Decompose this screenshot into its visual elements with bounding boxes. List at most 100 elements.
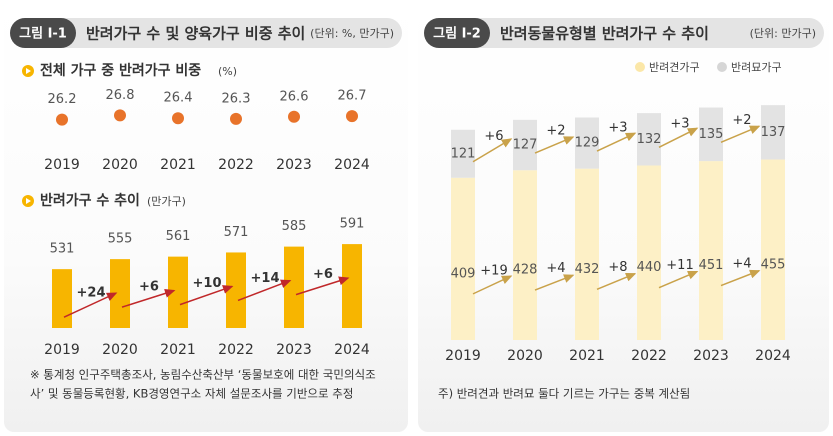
change-arrow xyxy=(295,276,350,296)
bar xyxy=(342,244,362,328)
bar-segment xyxy=(575,168,599,340)
footnote: ※ 통계청 인구주택총조사, 농림수산축산부 ‘동물보호에 대한 국민의식조 xyxy=(30,368,376,382)
dot xyxy=(172,112,184,125)
x-tick-label: 2021 xyxy=(569,348,605,364)
x-tick-label: 2024 xyxy=(334,157,370,173)
legend-swatch xyxy=(635,62,645,72)
x-tick-label: 2020 xyxy=(102,157,138,173)
value-label: 26.2 xyxy=(48,92,77,107)
value-label: 26.8 xyxy=(106,88,135,103)
change-label: +2 xyxy=(546,124,565,139)
header-bar xyxy=(424,18,824,48)
footnote: 주) 반려견과 반려묘 둘다 기르는 가구는 중복 계산됨 xyxy=(438,387,690,401)
dot xyxy=(288,110,300,123)
legend-swatch xyxy=(717,62,727,72)
bar-segment xyxy=(761,105,785,160)
chart-unit: (만가구) xyxy=(147,195,186,208)
bar-segment xyxy=(637,113,661,166)
change-arrow xyxy=(472,138,513,163)
bullet-arrow xyxy=(26,68,31,74)
change-arrow xyxy=(237,279,292,302)
change-arrow xyxy=(63,292,118,318)
value-label: 26.7 xyxy=(338,89,367,104)
badge-bg xyxy=(10,18,76,48)
x-tick-label: 2022 xyxy=(218,157,254,173)
bar xyxy=(110,259,130,328)
change-label: +6 xyxy=(484,129,503,144)
value-label: 135 xyxy=(699,127,724,142)
x-tick-label: 2023 xyxy=(693,348,729,364)
chart-unit: (%) xyxy=(218,65,237,78)
panel-unit: (단위: 만가구) xyxy=(750,27,816,40)
change-arrow xyxy=(534,136,575,154)
change-label: +14 xyxy=(251,271,280,286)
change-arrow xyxy=(179,285,234,306)
change-arrow xyxy=(720,125,761,144)
badge: 그림 Ⅰ-2 xyxy=(433,27,481,42)
change-arrow xyxy=(596,272,637,291)
value-label: 585 xyxy=(282,219,307,234)
bar-segment xyxy=(451,177,475,340)
value-label: 451 xyxy=(699,258,724,273)
x-tick-label: 2019 xyxy=(44,342,80,358)
bar xyxy=(168,256,188,328)
value-label: 26.6 xyxy=(280,89,309,104)
change-label: +4 xyxy=(732,257,751,272)
x-tick-label: 2020 xyxy=(102,342,138,358)
x-tick-label: 2022 xyxy=(218,342,254,358)
change-arrow xyxy=(658,127,699,148)
badge: 그림 Ⅰ-1 xyxy=(19,27,67,42)
value-label: 26.4 xyxy=(164,91,193,106)
change-label: +8 xyxy=(608,260,627,275)
change-arrow xyxy=(658,270,699,289)
bar-segment xyxy=(575,117,599,169)
value-label: 440 xyxy=(637,260,662,275)
panel-unit: (단위: %, 만가구) xyxy=(310,27,394,40)
change-label: +4 xyxy=(546,261,565,276)
change-label: +10 xyxy=(193,276,222,291)
value-label: 409 xyxy=(451,266,476,281)
panel-title: 반려가구 수 및 양육가구 비중 추이 xyxy=(86,25,305,43)
value-label: 531 xyxy=(50,242,75,257)
value-label: 591 xyxy=(340,217,365,232)
x-tick-label: 2019 xyxy=(445,348,481,364)
change-label: +3 xyxy=(670,116,689,131)
footnote: 사’ 및 동물등록현황, KB경영연구소 자체 설문조사를 기반으로 추정 xyxy=(30,387,353,401)
dot xyxy=(56,113,68,126)
legend-label: 반려묘가구 xyxy=(731,61,782,74)
change-arrow xyxy=(534,274,575,291)
bar xyxy=(284,246,304,328)
change-label: +6 xyxy=(139,279,159,294)
change-label: +6 xyxy=(313,267,333,282)
legend-label: 반려견가구 xyxy=(649,61,700,74)
x-tick-label: 2022 xyxy=(631,348,667,364)
value-label: 121 xyxy=(451,146,476,161)
x-tick-label: 2020 xyxy=(507,348,543,364)
bar xyxy=(226,252,246,328)
value-label: 137 xyxy=(761,125,786,140)
value-label: 455 xyxy=(761,257,786,272)
bar-segment xyxy=(699,161,723,340)
header-bar xyxy=(10,18,402,48)
bar-segment xyxy=(699,107,723,162)
x-tick-label: 2024 xyxy=(334,342,370,358)
value-label: 26.3 xyxy=(222,91,251,106)
badge-bg xyxy=(424,18,490,48)
x-tick-label: 2023 xyxy=(276,157,312,173)
panel-title: 반려동물유형별 반려가구 수 추이 xyxy=(500,25,709,43)
value-label: 428 xyxy=(513,263,538,278)
x-tick-label: 2019 xyxy=(44,157,80,173)
change-label: +11 xyxy=(666,258,693,273)
value-label: 127 xyxy=(513,138,538,153)
value-label: 555 xyxy=(108,232,133,247)
change-label: +2 xyxy=(732,113,751,128)
dot xyxy=(346,110,358,123)
x-tick-label: 2024 xyxy=(755,348,791,364)
bar-segment xyxy=(451,129,475,178)
bar-segment xyxy=(761,159,785,340)
panel-left xyxy=(4,4,408,432)
change-label: +19 xyxy=(480,263,507,278)
x-tick-label: 2023 xyxy=(276,342,312,358)
dot xyxy=(114,109,126,122)
